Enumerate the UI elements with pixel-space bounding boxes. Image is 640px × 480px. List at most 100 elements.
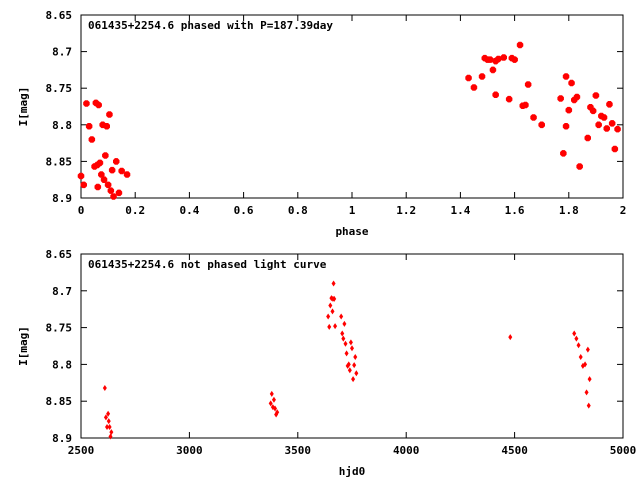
data-point <box>113 158 120 165</box>
data-point <box>108 433 113 440</box>
data-point <box>492 91 499 98</box>
data-point <box>103 123 110 130</box>
x-tick-label: 1.6 <box>505 204 525 217</box>
data-point <box>530 114 537 121</box>
data-point <box>268 400 273 407</box>
x-tick-label: 2 <box>620 204 627 217</box>
data-point <box>115 189 123 197</box>
data-point <box>328 302 333 309</box>
data-point <box>342 320 347 327</box>
data-point <box>584 134 592 142</box>
data-point <box>614 125 621 133</box>
data-point <box>102 384 107 391</box>
x-tick-label: 3500 <box>285 444 312 457</box>
x-tick-label: 4000 <box>393 444 420 457</box>
data-point <box>608 120 616 127</box>
data-point <box>578 354 583 361</box>
x-tick-label: 0.8 <box>288 204 308 217</box>
data-point <box>592 92 600 99</box>
plot-panel-1: 0 0.2 0.4 0.6 0.8 1 1.2 1.4 1.6 1.8 2 8.65 8.7 8.75 8.… <box>17 9 626 238</box>
data-point <box>354 370 359 377</box>
data-point <box>568 79 575 87</box>
data-point <box>343 340 348 347</box>
data-point <box>557 95 564 102</box>
data-point <box>465 74 472 82</box>
y-tick-label: 8.8 <box>52 358 72 371</box>
data-point <box>584 389 589 396</box>
data-point <box>108 166 116 174</box>
data-point <box>495 55 502 63</box>
y-tick-label: 8.8 <box>52 119 72 132</box>
x-tick-label: 1.2 <box>396 204 416 217</box>
data-point <box>583 361 588 368</box>
x-tick-label: 2500 <box>68 444 95 457</box>
data-point <box>118 167 125 175</box>
data-point <box>80 181 87 189</box>
y-tick-label: 8.7 <box>52 46 72 59</box>
data-point <box>508 334 513 341</box>
data-point <box>95 101 102 109</box>
data-point <box>106 418 111 425</box>
data-point <box>573 93 581 101</box>
data-point <box>350 345 354 352</box>
x-axis-label: hjd0 <box>339 465 366 478</box>
plot-frame <box>80 253 624 439</box>
data-point <box>273 405 278 412</box>
data-point <box>96 159 104 167</box>
data-point <box>326 313 331 320</box>
data-point <box>275 409 280 416</box>
data-point <box>611 145 619 153</box>
data-point <box>486 56 494 63</box>
data-point <box>603 125 611 132</box>
data-point <box>505 95 513 103</box>
y-tick-label: 8.7 <box>52 285 72 298</box>
data-point <box>589 107 597 115</box>
data-point <box>327 323 332 330</box>
plot-title: 061435+2254.6 phased with P=187.39day <box>88 19 333 32</box>
data-point <box>331 280 336 287</box>
y-tick-label: 8.75 <box>46 322 73 335</box>
plot-panel-2: 2500 3000 3500 4000 4500 5000 8.65 8.7 8.75 8.8 8.… <box>17 248 636 478</box>
data-point <box>85 123 93 130</box>
y-tick-label: 8.9 <box>52 192 72 205</box>
y-tick-label: 8.75 <box>46 82 73 95</box>
x-tick-label: 1.4 <box>450 204 470 217</box>
data-point <box>500 54 508 61</box>
data-point <box>346 361 351 368</box>
data-point <box>104 181 112 189</box>
data-point <box>340 330 345 337</box>
x-tick-label: 3000 <box>176 444 203 457</box>
data-point <box>106 410 111 417</box>
y-tick-label: 8.85 <box>46 155 73 168</box>
data-point <box>600 114 608 121</box>
x-axis-label: phase <box>335 225 368 238</box>
data-point <box>606 101 613 108</box>
data-point <box>576 163 583 170</box>
data-point <box>348 339 353 346</box>
data-point <box>353 354 358 361</box>
data-point <box>341 335 346 342</box>
data-point <box>100 176 108 183</box>
data-point <box>516 41 524 49</box>
y-axis-label: I[mag] <box>17 87 30 127</box>
data-point <box>105 423 110 430</box>
data-point <box>352 362 357 369</box>
data-point <box>103 414 108 421</box>
data-point <box>574 335 579 342</box>
data-point <box>538 121 546 129</box>
data-point <box>102 152 109 159</box>
data-point <box>88 136 96 143</box>
data-point <box>333 323 338 330</box>
x-tick-label: 1.8 <box>559 204 579 217</box>
data-point <box>123 171 131 178</box>
plot-frame <box>80 14 624 199</box>
y-tick-label: 8.65 <box>46 248 73 261</box>
data-point <box>351 376 356 383</box>
x-tick-label: 5000 <box>610 444 637 457</box>
y-tick-label: 8.9 <box>52 432 72 445</box>
data-point <box>478 73 486 80</box>
plot-title: 061435+2254.6 not phased light curve <box>88 258 327 271</box>
data-point <box>576 342 581 349</box>
data-point <box>524 81 532 88</box>
